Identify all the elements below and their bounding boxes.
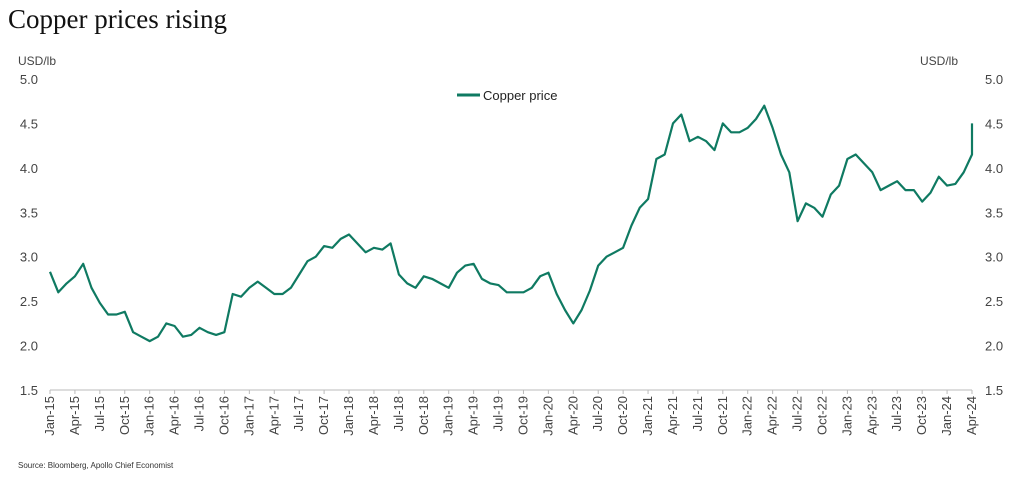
y-tick-left: 4.0 — [20, 161, 38, 176]
x-tick-label: Apr-15 — [67, 396, 82, 435]
x-tick-label: Jul-18 — [391, 396, 406, 431]
y-tick-right: 1.5 — [985, 383, 1003, 398]
x-tick-label: Apr-24 — [964, 396, 979, 435]
x-tick-label: Jan-24 — [939, 396, 954, 436]
x-tick-label: Apr-18 — [366, 396, 381, 435]
series-line-copper-price — [48, 104, 974, 343]
x-tick-label: Oct-20 — [615, 396, 630, 435]
y-tick-right: 3.0 — [985, 250, 1003, 265]
x-tick-label: Jul-20 — [590, 396, 605, 431]
source-note: Source: Bloomberg, Apollo Chief Economis… — [18, 461, 174, 470]
y-tick-left: 2.0 — [20, 339, 38, 354]
x-tick-label: Jan-21 — [640, 396, 655, 436]
x-tick-label: Jan-20 — [540, 396, 555, 436]
y-tick-right: 3.5 — [985, 205, 1003, 220]
x-tick-label: Jul-23 — [889, 396, 904, 431]
y-tick-left: 3.5 — [20, 205, 38, 220]
x-tick-label: Oct-19 — [515, 396, 530, 435]
line-chart: 1.5 2.0 2.5 3.0 3.5 4.0 4.5 5.0 1.5 2.0 2.5 3.0 3.5… — [18, 54, 1003, 436]
x-tick-label: Apr-17 — [266, 396, 281, 435]
legend: Copper price — [457, 88, 557, 103]
x-tick-label: Apr-21 — [665, 396, 680, 435]
y-tick-left: 4.5 — [20, 116, 38, 131]
x-tick-label: Apr-16 — [167, 396, 182, 435]
x-tick-label: Jul-15 — [92, 396, 107, 431]
y-tick-right: 2.0 — [985, 339, 1003, 354]
x-axis: Jan-15 Apr-15 Jul-15 Oct-15 Jan-16 Apr-16 Jul-… — [42, 390, 979, 436]
x-tick-label: Oct-22 — [814, 396, 829, 435]
y-tick-right: 5.0 — [985, 72, 1003, 87]
y-axis-unit-right: USD/lb — [920, 54, 958, 68]
x-tick-label: Jan-18 — [341, 396, 356, 436]
y-tick-right: 4.0 — [985, 161, 1003, 176]
x-tick-label: Jan-16 — [142, 396, 157, 436]
legend-label: Copper price — [483, 88, 557, 103]
x-tick-label: Jul-16 — [192, 396, 207, 431]
x-tick-label: Jan-23 — [839, 396, 854, 436]
chart-title: Copper prices rising — [8, 4, 227, 34]
x-tick-label: Oct-18 — [416, 396, 431, 435]
y-tick-left: 5.0 — [20, 72, 38, 87]
x-tick-label: Jan-17 — [241, 396, 256, 436]
y-tick-right: 4.5 — [985, 116, 1003, 131]
x-tick-label: Apr-19 — [466, 396, 481, 435]
x-tick-label: Jan-22 — [740, 396, 755, 436]
y-axis-left: 1.5 2.0 2.5 3.0 3.5 4.0 4.5 5.0 — [20, 72, 38, 398]
x-tick-label: Oct-23 — [914, 396, 929, 435]
x-tick-label: Apr-22 — [765, 396, 780, 435]
x-tick-label: Apr-20 — [565, 396, 580, 435]
y-tick-right: 2.5 — [985, 294, 1003, 309]
x-tick-label: Jul-21 — [690, 396, 705, 431]
y-tick-left: 3.0 — [20, 250, 38, 265]
x-tick-label: Oct-16 — [216, 396, 231, 435]
x-tick-label: Jul-17 — [291, 396, 306, 431]
x-tick-label: Jul-19 — [491, 396, 506, 431]
x-tick-label: Jan-15 — [42, 396, 57, 436]
x-tick-label: Oct-15 — [117, 396, 132, 435]
y-tick-left: 2.5 — [20, 294, 38, 309]
y-axis-right: 1.5 2.0 2.5 3.0 3.5 4.0 4.5 5.0 — [985, 72, 1003, 398]
y-axis-unit-left: USD/lb — [18, 54, 56, 68]
x-tick-label: Jan-19 — [441, 396, 456, 436]
x-tick-label: Jul-22 — [790, 396, 805, 431]
x-tick-label: Apr-23 — [864, 396, 879, 435]
x-tick-label: Oct-21 — [715, 396, 730, 435]
y-tick-left: 1.5 — [20, 383, 38, 398]
x-tick-label: Oct-17 — [316, 396, 331, 435]
